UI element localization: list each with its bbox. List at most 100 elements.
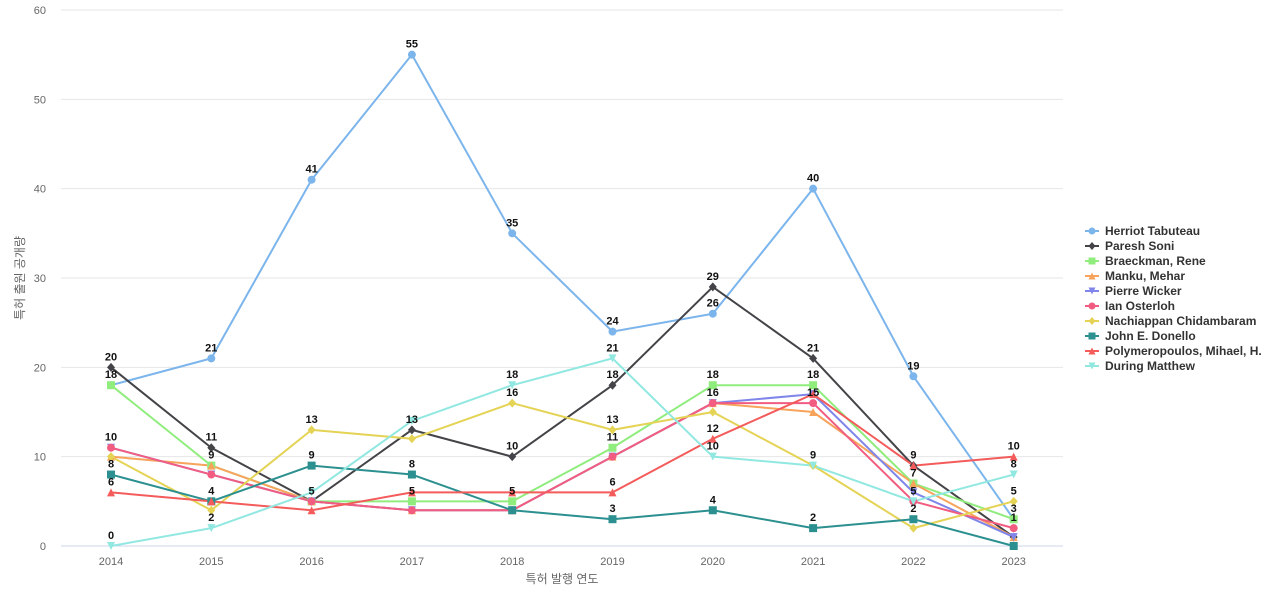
data-labels: 2018108602111942411395551385351816105242…: [105, 39, 1020, 542]
data-label: 5: [309, 485, 315, 497]
series-line: [110, 53, 1015, 521]
data-label: 4: [208, 485, 215, 497]
series-line: [110, 393, 1015, 512]
data-label: 0: [108, 530, 114, 542]
data-point-marker: [407, 497, 416, 506]
x-tick-label: 2016: [299, 556, 323, 568]
data-label: 5: [1011, 485, 1017, 497]
data-point-marker: [1009, 524, 1018, 533]
data-point-marker: [307, 497, 316, 506]
data-point-marker: [307, 488, 316, 497]
legend-item[interactable]: Herriot Tabuteau: [1085, 224, 1200, 238]
data-label: 10: [105, 432, 117, 444]
legend-label: During Matthew: [1105, 359, 1196, 373]
data-point-marker: [1009, 496, 1018, 506]
data-point-marker: [307, 506, 316, 515]
data-point-marker: [909, 523, 918, 533]
data-label: 9: [810, 450, 816, 462]
data-point-marker: [608, 515, 617, 524]
data-point-marker: [708, 282, 717, 292]
data-point-marker: [708, 309, 717, 318]
data-label: 8: [108, 459, 114, 471]
legend-item[interactable]: Nachiappan Chidambaram: [1085, 314, 1256, 328]
legend-item[interactable]: Braeckman, Rene: [1085, 254, 1206, 268]
data-label: 16: [506, 387, 518, 399]
data-point-marker: [508, 381, 517, 390]
legend-label: John E. Donello: [1105, 329, 1196, 343]
data-label: 21: [606, 342, 618, 354]
data-point-marker: [407, 50, 416, 59]
data-point-marker: [207, 461, 216, 470]
data-point-marker: [107, 362, 115, 372]
legend-label: Polymeropoulos, Mihael, H.: [1105, 344, 1262, 358]
data-point-marker: [207, 497, 216, 506]
legend-marker: [1088, 287, 1096, 295]
data-label: 9: [309, 450, 315, 462]
x-tick-label: 2015: [199, 556, 223, 568]
data-label: 13: [606, 414, 618, 426]
data-point-marker: [1009, 470, 1018, 479]
data-point-marker: [508, 506, 517, 515]
data-point-marker: [909, 515, 918, 524]
x-tick-label: 2019: [600, 556, 624, 568]
legend-item[interactable]: Polymeropoulos, Mihael, H.: [1085, 344, 1262, 358]
data-point-marker: [809, 524, 818, 533]
x-tick-label: 2014: [99, 556, 123, 568]
data-point-marker: [708, 434, 717, 443]
data-label: 2: [910, 503, 916, 515]
legend-label: Herriot Tabuteau: [1105, 224, 1200, 238]
data-point-marker: [608, 488, 617, 497]
data-label: 13: [406, 414, 418, 426]
data-point-marker: [1009, 452, 1018, 461]
data-point-marker: [708, 407, 717, 417]
legend-item[interactable]: During Matthew: [1085, 359, 1196, 373]
data-point-marker: [107, 452, 115, 462]
data-label: 40: [807, 173, 819, 185]
data-point-marker: [608, 380, 617, 390]
legend-item[interactable]: Manku, Mehar: [1085, 269, 1185, 283]
grid: [61, 9, 1063, 458]
data-label: 18: [807, 369, 819, 381]
data-label: 19: [907, 360, 919, 372]
data-point-marker: [809, 408, 818, 416]
y-tick-label: 0: [40, 541, 46, 553]
data-point-marker: [708, 381, 717, 390]
data-label: 5: [509, 485, 515, 497]
legend-marker: [1088, 227, 1096, 235]
legend-item[interactable]: John E. Donello: [1085, 329, 1196, 343]
series-line: [110, 285, 1015, 539]
data-point-marker: [508, 452, 517, 462]
data-label: 7: [910, 467, 916, 479]
y-axis-title: 특허 출원 공개량: [13, 236, 27, 320]
data-point-marker: [107, 488, 115, 497]
legend-item[interactable]: Pierre Wicker: [1085, 284, 1182, 298]
legend-label: Nachiappan Chidambaram: [1105, 314, 1256, 328]
data-point-marker: [909, 461, 918, 470]
legend-item[interactable]: Ian Osterloh: [1085, 299, 1175, 313]
legend-item[interactable]: Paresh Soni: [1085, 239, 1174, 253]
data-point-marker: [207, 524, 216, 533]
data-label: 2: [208, 512, 214, 524]
data-label: 8: [1011, 459, 1017, 471]
data-label: 24: [606, 316, 619, 328]
data-point-marker: [1009, 542, 1018, 550]
series-line: [110, 384, 1015, 521]
legend-label: Manku, Mehar: [1105, 269, 1185, 283]
legend-label: Braeckman, Rene: [1105, 254, 1206, 268]
data-point-marker: [608, 354, 617, 363]
data-point-marker: [608, 425, 617, 435]
y-axis-ticks: 0 10 20 30 40 50 60: [34, 5, 46, 553]
data-point-marker: [809, 381, 818, 390]
data-label: 18: [506, 369, 518, 381]
data-label: 21: [205, 342, 217, 354]
x-tick-label: 2020: [701, 556, 725, 568]
data-point-marker: [207, 354, 216, 363]
series-line: [110, 464, 1015, 547]
legend-marker: [1088, 347, 1096, 355]
data-label: 3: [1011, 503, 1017, 515]
data-label: 26: [707, 298, 719, 310]
data-label: 11: [205, 432, 217, 444]
legend-marker: [1088, 317, 1096, 325]
